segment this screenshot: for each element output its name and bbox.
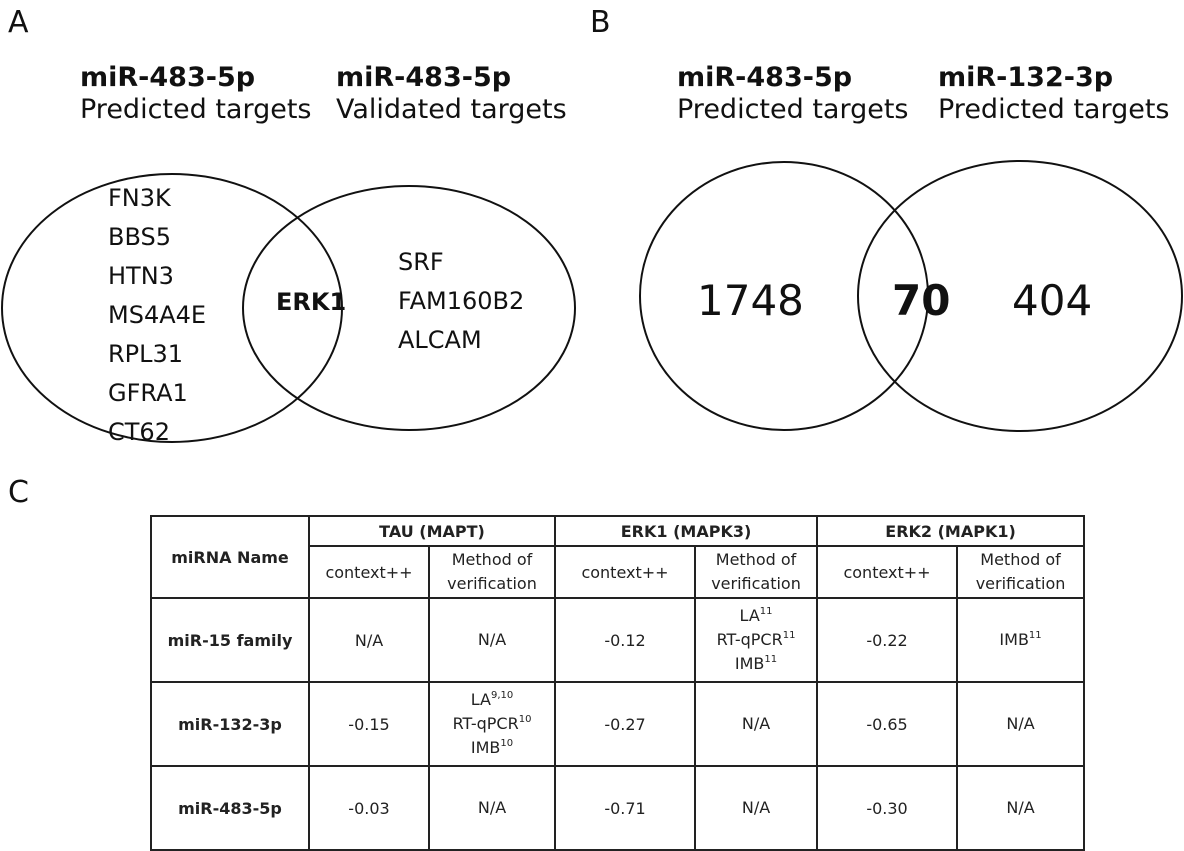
panel-b-left-count: 1748: [697, 276, 804, 325]
panel-a-right-items: SRF FAM160B2 ALCAM: [398, 243, 524, 360]
gene-label: CT62: [108, 418, 170, 446]
erk1-context-cell: -0.27: [554, 681, 697, 767]
panel-a-right-title: miR-483-5p Validated targets: [336, 62, 567, 126]
table-row: miR-132-3p -0.15 LA9,10 RT-qPCR10 IMB10 -0…: [150, 681, 1086, 767]
erk1-context-cell: -0.12: [554, 597, 697, 683]
erk2-context-cell: -0.30: [816, 765, 959, 851]
gene-label: HTN3: [108, 262, 174, 290]
mirna-target-table: miRNA Name TAU (MAPT) ERK1 (MAPK3) ERK2 …: [150, 515, 1086, 851]
gene-label: RPL31: [108, 340, 184, 368]
gene-label: MS4A4E: [108, 301, 207, 329]
panel-a-left-mirna: miR-483-5p: [80, 62, 256, 93]
context-header: context++: [816, 545, 959, 599]
method-header: Method of verification: [427, 545, 557, 599]
method-line: RT-qPCR11: [716, 630, 796, 649]
gene-label: FN3K: [108, 184, 171, 212]
reference-superscript: 10: [518, 714, 532, 725]
table-row: miR-483-5p -0.03 N/A -0.71 N/A -0.30 N/A: [150, 765, 1086, 851]
panel-a-left-circle: [1, 173, 343, 443]
erk1-method-cell: N/A: [694, 681, 819, 767]
gene-label: GFRA1: [108, 379, 188, 407]
tau-method-cell: N/A: [427, 597, 557, 683]
panel-a-left-subtitle: Predicted targets: [80, 94, 312, 125]
panel-label-c: C: [8, 475, 29, 510]
tau-method-cell: LA9,10 RT-qPCR10 IMB10: [427, 681, 557, 767]
erk2-method-cell: N/A: [956, 765, 1086, 851]
reference-superscript: 11: [782, 630, 796, 641]
method-header: Method of verification: [694, 545, 819, 599]
mirna-name-cell: miR-132-3p: [150, 681, 310, 767]
panel-b-right-title: miR-132-3p Predicted targets: [938, 62, 1170, 126]
erk2-header: ERK2 (MAPK1): [816, 515, 1086, 547]
mirna-name-cell: miR-483-5p: [150, 765, 310, 851]
reference-superscript: 9,10: [490, 690, 514, 701]
panel-b-right-circle: [857, 160, 1183, 432]
erk1-method-cell: N/A: [694, 765, 819, 851]
method-line: N/A: [1006, 714, 1035, 733]
method-line: LA9,10: [470, 690, 514, 709]
panel-b-right-count: 404: [1012, 276, 1093, 325]
tau-header: TAU (MAPT): [307, 515, 557, 547]
erk1-header: ERK1 (MAPK3): [554, 515, 819, 547]
method-header: Method of verification: [956, 545, 1086, 599]
erk2-method-cell: N/A: [956, 681, 1086, 767]
method-line: IMB11: [734, 654, 778, 673]
panel-b-left-circle: [639, 161, 929, 431]
gene-label: BBS5: [108, 223, 172, 251]
tau-context-cell: -0.15: [308, 681, 430, 767]
erk1-method-cell: LA11 RT-qPCR11 IMB11: [694, 597, 819, 683]
reference-superscript: 10: [500, 738, 514, 749]
method-line: N/A: [741, 714, 771, 733]
method-line: N/A: [741, 798, 771, 817]
panel-b-right-subtitle: Predicted targets: [938, 94, 1170, 125]
method-line: LA11: [739, 606, 773, 625]
method-line: N/A: [477, 630, 507, 649]
reference-superscript: 11: [759, 606, 773, 617]
panel-label-b: B: [590, 5, 611, 40]
tau-method-cell: N/A: [427, 765, 557, 851]
panel-b-intersection-count: 70: [892, 276, 951, 325]
panel-a-intersection: ERK1: [276, 288, 347, 316]
gene-label: FAM160B2: [398, 287, 525, 315]
panel-b-left-mirna: miR-483-5p: [677, 62, 853, 93]
method-line: IMB10: [470, 738, 514, 757]
method-line: RT-qPCR10: [452, 714, 532, 733]
gene-label: SRF: [398, 248, 444, 276]
tau-context-cell: N/A: [308, 597, 430, 683]
method-line: IMB11: [999, 630, 1042, 649]
panel-a-left-items: FN3K BBS5 HTN3 MS4A4E RPL31 GFRA1 CT62: [108, 179, 206, 452]
panel-b-left-title: miR-483-5p Predicted targets: [677, 62, 909, 126]
reference-superscript: 11: [764, 654, 778, 665]
context-header: context++: [308, 545, 430, 599]
erk2-method-cell: IMB11: [956, 597, 1086, 683]
panel-a-right-mirna: miR-483-5p: [336, 62, 512, 93]
erk2-context-cell: -0.22: [816, 597, 959, 683]
tau-context-cell: -0.03: [308, 765, 430, 851]
panel-b-right-mirna: miR-132-3p: [938, 62, 1114, 93]
panel-label-a: A: [8, 5, 29, 40]
context-header: context++: [554, 545, 697, 599]
panel-a-right-subtitle: Validated targets: [336, 94, 567, 125]
venn-diagrams: [1, 160, 1183, 443]
panel-a-left-title: miR-483-5p Predicted targets: [80, 62, 312, 126]
panel-b-left-subtitle: Predicted targets: [677, 94, 909, 125]
erk1-context-cell: -0.71: [554, 765, 697, 851]
table-row: miR-15 family N/A N/A -0.12 LA11 RT-qPCR1…: [150, 597, 1086, 683]
gene-label: ALCAM: [398, 326, 482, 354]
method-line: N/A: [1006, 798, 1035, 817]
method-line: N/A: [477, 798, 507, 817]
reference-superscript: 11: [1028, 630, 1042, 641]
erk2-context-cell: -0.65: [816, 681, 959, 767]
panel-a-right-circle: [242, 185, 576, 431]
mirna-name-header: miRNA Name: [150, 515, 310, 599]
mirna-name-cell: miR-15 family: [150, 597, 310, 683]
